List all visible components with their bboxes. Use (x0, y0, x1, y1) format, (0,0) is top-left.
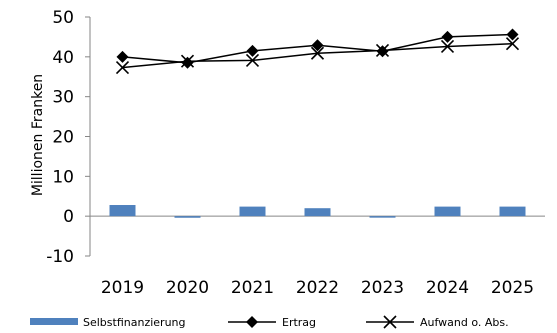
bar (304, 208, 331, 217)
legend-label: Aufwand o. Abs. (420, 316, 509, 329)
y-tick-label: -10 (46, 247, 74, 267)
point-diamond (181, 56, 194, 69)
point-x (245, 53, 260, 67)
point-x (505, 37, 520, 51)
x-axis-ticks: 2019 2020 2021 2022 2023 2024 2025 (101, 278, 534, 298)
y-tick-label: 30 (52, 88, 74, 108)
y-axis-label: Millionen Franken (30, 74, 46, 196)
line-series-diamond (116, 28, 519, 69)
x-tick-label: 2025 (491, 278, 534, 298)
axes (89, 17, 545, 256)
point-diamond (116, 50, 129, 63)
y-tick-label: 20 (52, 128, 74, 148)
point-x (440, 39, 455, 54)
point-diamond (506, 28, 519, 41)
legend-label: Ertrag (282, 316, 316, 329)
bar (109, 205, 136, 217)
bar (434, 206, 461, 217)
legend-swatch-bar (30, 318, 78, 325)
y-tick-label: 10 (52, 167, 74, 187)
bar (239, 206, 266, 217)
line-series (115, 28, 520, 75)
legend: Selbstfinanzierung Ertrag Aufwand o. Abs. (30, 315, 509, 329)
bar-series-selbstfinanzierung (109, 205, 526, 218)
bar (499, 206, 526, 217)
point-x (115, 61, 130, 75)
y-axis-ticks: -10 0 10 20 30 40 50 (46, 8, 90, 267)
bar (174, 216, 201, 218)
bar (369, 216, 396, 218)
point-x (310, 46, 325, 60)
point-diamond (246, 44, 259, 57)
x-tick-label: 2021 (231, 278, 274, 298)
x-tick-label: 2023 (361, 278, 404, 298)
x-tick-label: 2019 (101, 278, 144, 298)
x-tick-label: 2022 (296, 278, 339, 298)
x-tick-label: 2024 (426, 278, 469, 298)
y-tick-label: 40 (52, 48, 74, 68)
point-x (180, 54, 195, 68)
point-x (375, 43, 390, 58)
x-tick-label: 2020 (166, 278, 209, 298)
point-x (383, 315, 397, 329)
y-tick-label: 50 (52, 8, 74, 28)
point-diamond (311, 39, 324, 52)
legend-label: Selbstfinanzierung (83, 316, 186, 329)
point-diamond (246, 316, 258, 328)
point-diamond (441, 30, 454, 43)
y-tick-label: 0 (63, 207, 74, 227)
line-series-x (115, 37, 520, 75)
